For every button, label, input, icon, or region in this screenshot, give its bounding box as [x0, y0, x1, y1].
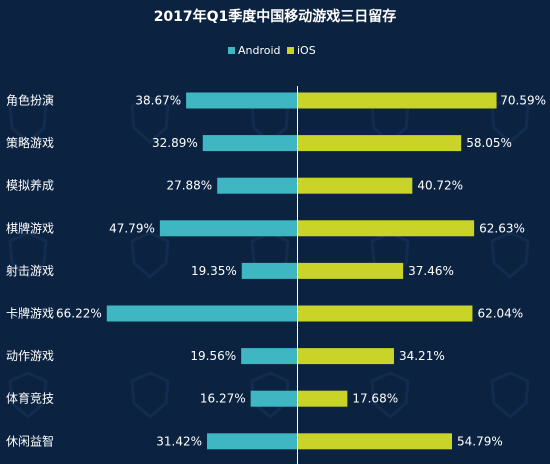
android-value-label: 19.35%	[191, 264, 237, 278]
category-label: 模拟养成	[6, 178, 54, 193]
category-label: 休闲益智	[6, 433, 54, 448]
shield-watermark-icon	[250, 371, 290, 419]
android-value-label: 38.67%	[135, 94, 181, 108]
ios-value-label: 40.72%	[417, 179, 463, 193]
shield-watermark-icon	[8, 96, 48, 144]
ios-value-label: 58.05%	[466, 136, 512, 150]
chart-title: 2017年Q1季度中国移动游戏三日留存	[154, 8, 397, 25]
bars-layer: 角色扮演 38.67% 70.59% 策略游戏 32.89% 58.05% 模拟养成 27.8…	[6, 92, 546, 450]
ios-bar	[297, 135, 462, 152]
shield-watermark-icon	[8, 231, 48, 279]
category-label: 卡牌游戏	[6, 307, 54, 321]
legend: Android iOS	[228, 44, 316, 57]
legend-swatch-android	[228, 47, 235, 54]
android-bar	[241, 348, 298, 365]
category-label: 体育竞技	[6, 391, 54, 406]
category-label: 动作游戏	[6, 349, 54, 363]
ios-bar	[297, 262, 404, 279]
ios-bar	[297, 177, 413, 194]
category-label: 策略游戏	[6, 135, 54, 150]
android-bar	[250, 390, 298, 407]
shield-watermark-icon	[370, 371, 410, 419]
ios-bar	[297, 305, 473, 322]
ios-bar	[297, 390, 348, 407]
shield-watermark-icon	[130, 231, 170, 279]
android-bar	[159, 220, 298, 237]
android-value-label: 47.79%	[109, 221, 155, 235]
shield-watermark-icon	[490, 371, 530, 419]
ios-value-label: 54.79%	[457, 434, 503, 448]
android-bar	[186, 92, 298, 109]
shield-watermark-icon	[130, 371, 170, 419]
android-value-label: 32.89%	[152, 136, 198, 150]
ios-bar	[297, 220, 475, 237]
category-label: 角色扮演	[6, 93, 54, 108]
ios-value-label: 34.21%	[399, 349, 445, 363]
shield-watermark-icon	[8, 371, 48, 419]
category-label: 射击游戏	[6, 263, 54, 278]
ios-value-label: 62.04%	[477, 307, 523, 321]
android-bar	[217, 177, 298, 194]
legend-label-ios: iOS	[297, 44, 316, 57]
shield-watermark-icon	[130, 96, 170, 144]
legend-label-android: Android	[238, 44, 281, 57]
android-value-label: 19.56%	[190, 349, 236, 363]
android-value-label: 27.88%	[166, 179, 212, 193]
ios-value-label: 37.46%	[408, 264, 454, 278]
android-bar	[207, 433, 298, 450]
android-bar	[241, 262, 298, 279]
android-value-label: 16.27%	[200, 392, 246, 406]
android-bar	[106, 305, 298, 322]
ios-value-label: 17.68%	[352, 392, 398, 406]
category-label: 棋牌游戏	[6, 221, 54, 235]
legend-swatch-ios	[287, 47, 294, 54]
ios-bar	[297, 348, 394, 365]
shield-watermark-icon	[490, 231, 530, 279]
android-value-label: 66.22%	[56, 307, 102, 321]
ios-bar	[297, 433, 453, 450]
ios-bar	[297, 92, 497, 109]
ios-value-label: 70.59%	[500, 94, 546, 108]
android-value-label: 31.42%	[156, 434, 202, 448]
android-bar	[202, 135, 298, 152]
ios-value-label: 62.63%	[479, 221, 525, 235]
